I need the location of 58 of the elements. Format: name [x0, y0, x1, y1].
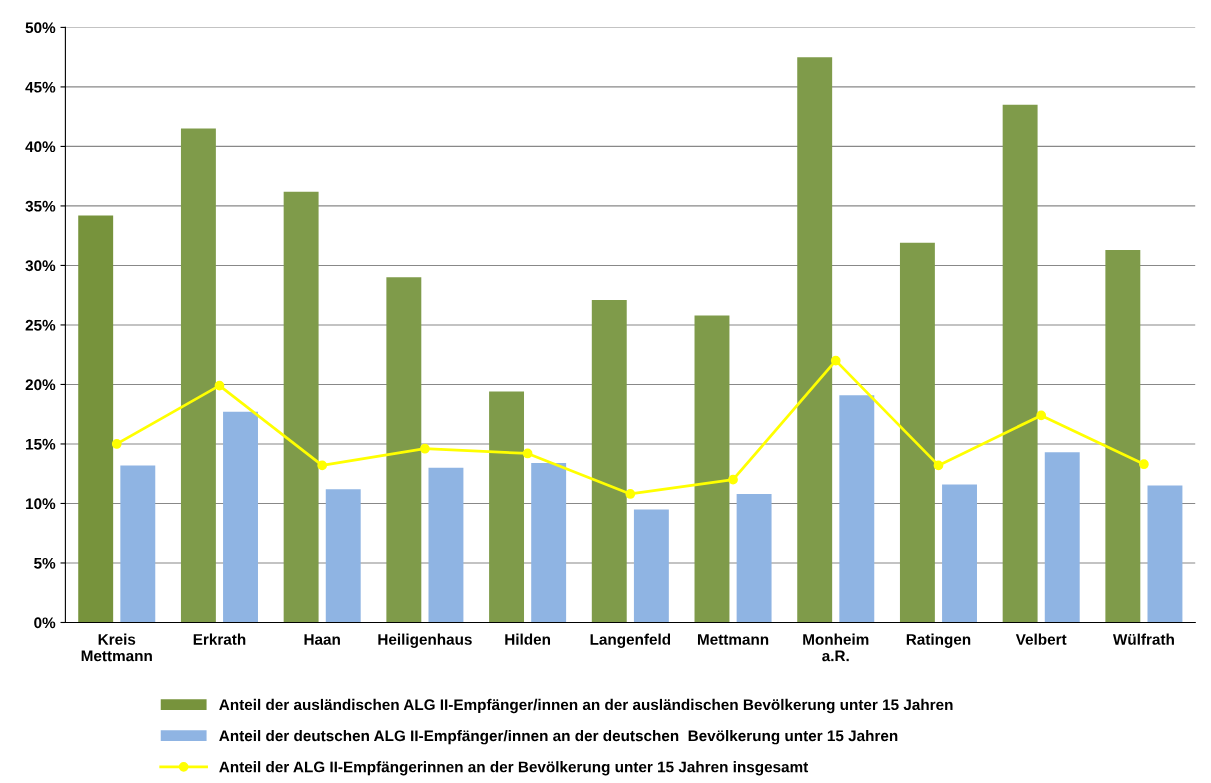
x-tick-label: Wülfrath [1112, 633, 1174, 645]
point [1139, 459, 1149, 470]
bar [1002, 104, 1038, 623]
y-tick-label: 30% [25, 260, 56, 272]
point [830, 355, 841, 366]
x-tick-label: Velbert [1015, 633, 1067, 645]
bar [428, 467, 464, 623]
bar [283, 191, 319, 623]
point [1036, 410, 1047, 421]
x-tick-label: Monheim a.R. [803, 633, 869, 662]
bar [489, 391, 525, 623]
legend-label: Anteil der ausländischen ALG II-Empfänger/innen an der ausländischen Bevölkerung unter 15 Jahren [219, 698, 953, 714]
point [214, 380, 225, 391]
bar [899, 242, 935, 623]
legend-label: Anteil der ALG II-Empfängerinnen an der Bevölkerung unter 15 Jahren insgesamt [219, 761, 809, 776]
y-tick-label: 35% [25, 200, 56, 212]
y-tick-label: 10% [26, 498, 56, 510]
bar [694, 315, 730, 623]
y-tick-label: 20% [25, 379, 56, 391]
legend-label: Anteil der deutschen ALG II-Empfänger/innen an der deutschen Bevölkerung unter 15 Jahren [219, 729, 898, 745]
bar [633, 509, 669, 623]
bar [797, 57, 833, 623]
bar [1105, 249, 1141, 623]
bar [531, 463, 567, 623]
point [522, 448, 533, 459]
point [111, 439, 122, 449]
point [728, 474, 738, 485]
y-tick-label: 15% [26, 438, 56, 450]
y-tick-label: 45% [25, 81, 56, 93]
point [933, 460, 944, 471]
bar [1044, 452, 1080, 623]
bar [839, 395, 875, 623]
x-tick-label: Haan [304, 634, 340, 645]
bar [180, 128, 216, 623]
y-tick-label: 40% [25, 141, 56, 153]
point [317, 460, 328, 471]
bar [325, 489, 361, 623]
bar [223, 411, 258, 623]
point [420, 443, 430, 454]
x-tick-label: Langenfeld [590, 633, 671, 648]
bar [386, 277, 422, 623]
point [625, 489, 636, 499]
bar [736, 493, 772, 623]
bar [942, 484, 977, 623]
x-tick-label: Kreis Mettmann [81, 633, 152, 662]
x-tick-label: Hilden [505, 633, 551, 645]
x-tick-label: Ratingen [906, 633, 971, 648]
y-tick-label: 25% [25, 319, 56, 331]
x-tick-label: Erkrath [193, 633, 246, 645]
x-tick-label: Heiligenhaus [378, 633, 472, 648]
y-tick-label: 0% [34, 617, 56, 629]
y-tick-label: 50% [25, 22, 56, 34]
y-tick-label: 5% [34, 557, 56, 569]
bar [591, 299, 627, 623]
x-tick-label: Mettmann [697, 634, 769, 645]
bar [78, 215, 114, 623]
bar [120, 465, 156, 623]
bar [1147, 485, 1183, 623]
